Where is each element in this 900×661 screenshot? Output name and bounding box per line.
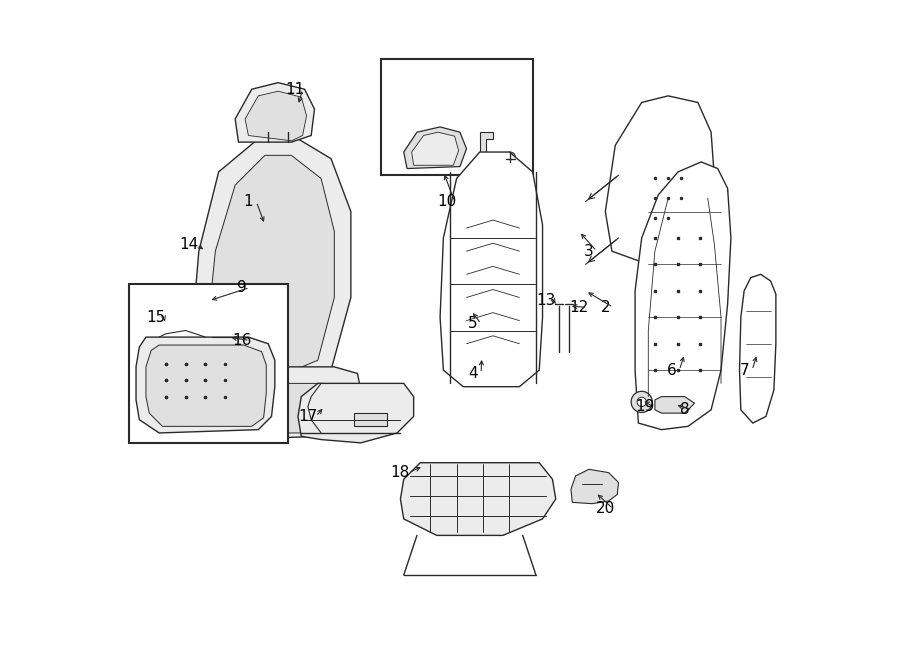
Text: 4: 4 [468,366,478,381]
Text: 3: 3 [584,244,594,258]
Polygon shape [606,96,715,264]
Polygon shape [480,132,493,165]
Polygon shape [411,132,459,165]
Text: 5: 5 [468,317,478,331]
Polygon shape [193,139,351,390]
Circle shape [631,391,652,412]
Text: 10: 10 [437,194,456,209]
Polygon shape [245,91,307,141]
Polygon shape [179,291,203,330]
Polygon shape [202,383,344,433]
Text: 18: 18 [391,465,410,480]
Circle shape [637,397,646,407]
Polygon shape [235,83,314,142]
Text: 12: 12 [570,300,589,315]
Bar [381,59,533,175]
Text: 13: 13 [536,293,555,308]
Text: 1: 1 [244,194,253,209]
Circle shape [505,152,516,163]
Text: 8: 8 [680,403,689,417]
Polygon shape [635,162,731,430]
Text: 11: 11 [285,82,304,97]
Text: 9: 9 [237,280,247,295]
Text: 15: 15 [146,310,166,325]
Bar [355,413,387,426]
Polygon shape [404,127,466,169]
Polygon shape [189,367,361,440]
Text: 14: 14 [179,237,199,252]
Polygon shape [655,397,695,413]
Polygon shape [209,155,334,377]
Text: 16: 16 [232,333,251,348]
Polygon shape [146,345,266,426]
Polygon shape [740,274,776,423]
Text: 7: 7 [739,363,749,377]
Text: 2: 2 [600,300,610,315]
Polygon shape [298,383,414,443]
Polygon shape [571,469,618,504]
Text: 17: 17 [298,409,318,424]
Polygon shape [136,337,274,433]
Text: 6: 6 [667,363,676,377]
Bar [130,284,288,443]
Text: 19: 19 [635,399,654,414]
Polygon shape [400,463,556,535]
Text: 20: 20 [596,502,615,516]
Polygon shape [440,152,543,387]
